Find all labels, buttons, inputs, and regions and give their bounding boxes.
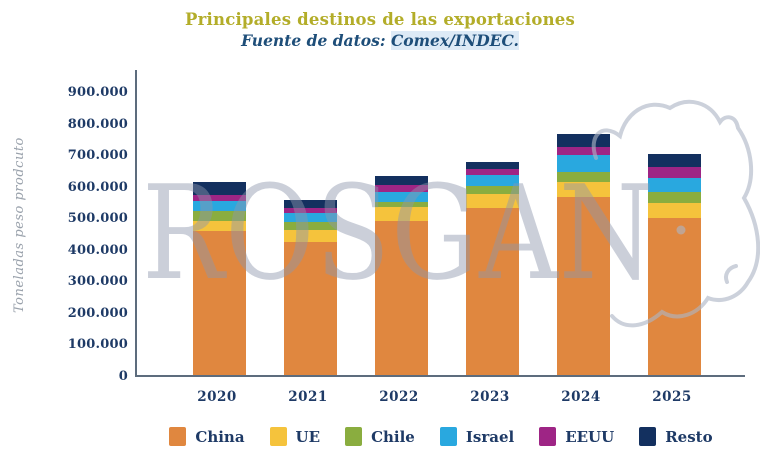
legend: China UE Chile Israel EEUU Resto — [135, 427, 747, 446]
legend-label-resto: Resto — [665, 427, 713, 446]
legend-swatch-china — [169, 427, 187, 446]
bar-segment-eeuu-2022 — [374, 184, 428, 193]
bar-segment-ue-2025 — [647, 202, 701, 218]
legend-item-ue: UE — [269, 427, 321, 446]
subtitle-source: Comex/INDEC. — [390, 31, 519, 50]
page-subtitle: Fuente de datos: Comex/INDEC. — [0, 31, 760, 50]
legend-label-israel: Israel — [465, 427, 515, 446]
legend-swatch-chile — [345, 427, 363, 446]
bar-segment-ue-2024 — [556, 181, 610, 198]
bar-segment-israel-2020 — [192, 201, 246, 212]
y-tick-label: 800.000 — [67, 116, 128, 132]
bar-segment-china-2025 — [647, 217, 701, 375]
bar-segment-resto-2021 — [283, 200, 337, 208]
y-tick-label: 100.000 — [67, 337, 128, 353]
bar-segment-chile-2024 — [556, 171, 610, 182]
bar-segment-chile-2025 — [647, 191, 701, 203]
bar-segment-eeuu-2025 — [647, 167, 701, 179]
bar-segment-chile-2022 — [374, 202, 428, 208]
page-title: Principales destinos de las exportacione… — [185, 10, 575, 29]
legend-label-china: China — [195, 427, 245, 446]
bar-segment-chile-2021 — [283, 221, 337, 231]
bar-segment-china-2022 — [374, 221, 428, 375]
x-tick-label-2020: 2020 — [197, 389, 237, 405]
legend-item-china: China — [169, 427, 245, 446]
y-tick-label: 900.000 — [67, 85, 128, 100]
bar-segment-ue-2020 — [192, 220, 246, 232]
bar-segment-resto-2022 — [374, 176, 428, 185]
legend-label-eeuu: EEUU — [565, 427, 615, 446]
y-tick-label: 600.000 — [67, 179, 128, 195]
bar-segment-israel-2025 — [647, 178, 701, 192]
bar-segment-chile-2023 — [465, 186, 519, 194]
x-tick-label-2023: 2023 — [470, 389, 510, 405]
y-tick-label: 400.000 — [67, 242, 128, 258]
legend-item-chile: Chile — [345, 427, 415, 446]
bar-group-2024 — [556, 133, 610, 375]
bar-segment-eeuu-2024 — [556, 147, 610, 156]
y-tick-label: 500.000 — [67, 211, 128, 227]
legend-swatch-ue — [269, 427, 287, 446]
legend-label-chile: Chile — [371, 427, 415, 446]
bar-segment-china-2024 — [556, 197, 610, 375]
bar-group-2021 — [283, 200, 337, 375]
bar-segment-israel-2023 — [465, 174, 519, 187]
bar-segment-china-2021 — [283, 242, 337, 375]
y-tick-label: 0 — [118, 369, 128, 384]
bar-group-2023 — [465, 162, 519, 375]
x-tick-label-2024: 2024 — [561, 389, 601, 405]
legend-item-resto: Resto — [639, 427, 713, 446]
bar-group-2025 — [647, 153, 701, 375]
legend-swatch-israel — [439, 427, 457, 446]
legend-swatch-resto — [639, 427, 657, 446]
bar-segment-resto-2024 — [556, 133, 610, 148]
legend-label-ue: UE — [295, 427, 321, 446]
legend-item-eeuu: EEUU — [539, 427, 614, 446]
bar-segment-eeuu-2020 — [192, 194, 246, 202]
x-tick-label-2022: 2022 — [379, 389, 419, 405]
bar-segment-israel-2024 — [556, 155, 610, 172]
bar-segment-israel-2022 — [374, 192, 428, 203]
x-tick-label-2025: 2025 — [652, 389, 692, 405]
bar-segment-chile-2020 — [192, 211, 246, 221]
y-axis-title: Toneladas peso prodcuto — [12, 137, 27, 313]
bar-segment-eeuu-2023 — [465, 168, 519, 175]
bar-segment-eeuu-2021 — [283, 207, 337, 214]
y-tick-label: 700.000 — [67, 148, 128, 164]
bar-segment-resto-2020 — [192, 181, 246, 195]
plot-area — [135, 70, 745, 377]
x-tick-label-2021: 2021 — [288, 389, 328, 405]
y-tick-label: 300.000 — [67, 274, 128, 290]
legend-swatch-eeuu — [539, 427, 557, 446]
subtitle-prefix: Fuente de datos: — [241, 31, 391, 50]
bar-group-2020 — [192, 181, 246, 375]
bar-segment-china-2023 — [465, 207, 519, 375]
bar-segment-ue-2023 — [465, 193, 519, 208]
bar-group-2022 — [374, 176, 428, 375]
bar-segment-ue-2022 — [374, 207, 428, 222]
legend-item-israel: Israel — [439, 427, 515, 446]
bar-segment-china-2020 — [192, 231, 246, 375]
bar-segment-resto-2025 — [647, 153, 701, 168]
y-tick-label: 200.000 — [67, 305, 128, 321]
bar-segment-israel-2021 — [283, 213, 337, 222]
bar-segment-resto-2023 — [465, 162, 519, 169]
bar-segment-ue-2021 — [283, 230, 337, 243]
